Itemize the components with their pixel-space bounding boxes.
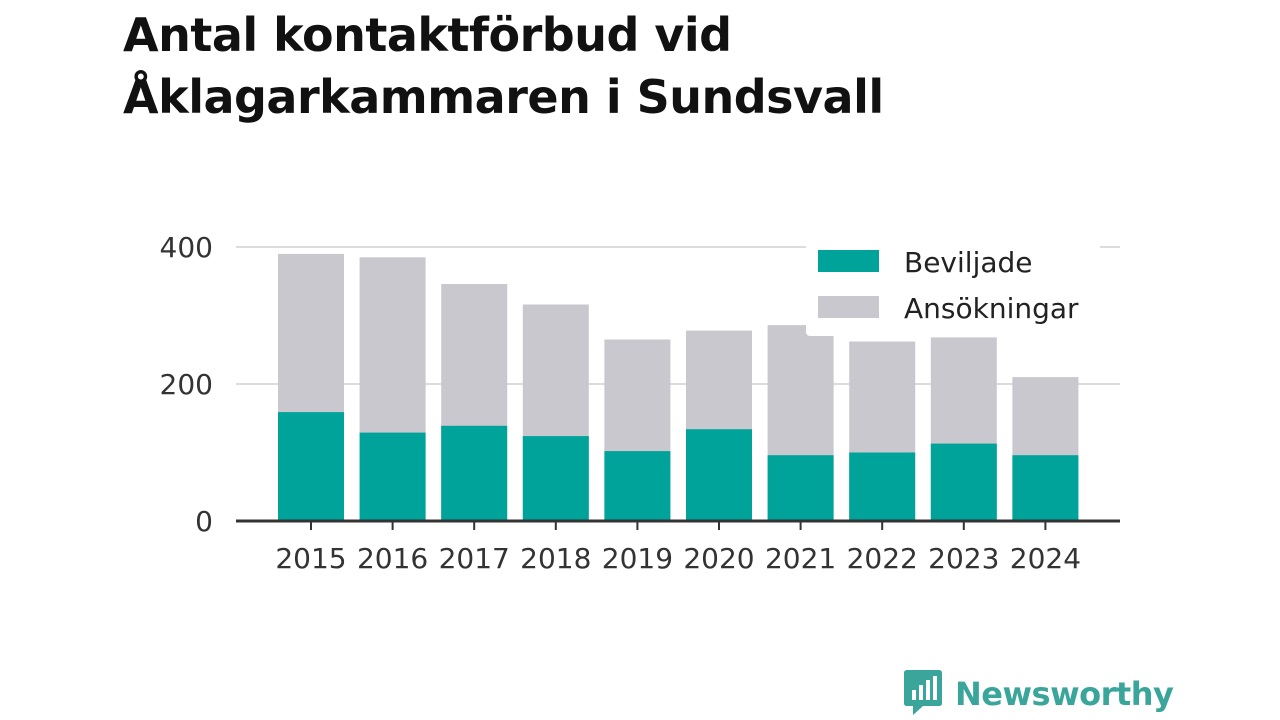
bar-beviljade-2015 <box>278 412 344 521</box>
legend-label: Ansökningar <box>904 292 1079 325</box>
x-tick-label: 2024 <box>1010 542 1081 575</box>
bar-beviljade-2016 <box>359 432 426 521</box>
x-tick-label: 2016 <box>357 542 428 575</box>
legend-swatch <box>818 296 879 318</box>
bar-beviljade-2017 <box>441 425 508 521</box>
chart-title: Antal kontaktförbud vid Åklagarkammaren … <box>123 8 884 124</box>
y-tick-label: 0 <box>195 505 213 538</box>
legend-background <box>806 238 1100 336</box>
bar-beviljade-2019 <box>604 451 671 521</box>
bar-beviljade-2022 <box>849 452 916 521</box>
y-tick-label: 200 <box>160 368 213 401</box>
x-tick-label: 2018 <box>520 542 591 575</box>
bars <box>278 253 1079 521</box>
x-tick-label: 2023 <box>928 542 999 575</box>
legend: Beviljade Ansökningar <box>806 238 1100 336</box>
x-tick-label: 2015 <box>275 542 346 575</box>
brand-name: Newsworthy <box>955 675 1174 713</box>
bar-beviljade-2020 <box>686 429 752 521</box>
x-axis: 2015 2016 2017 2018 2019 2020 2021 2022 2023 2024 <box>236 519 1120 575</box>
bar-beviljade-2024 <box>1012 455 1079 521</box>
legend-label: Beviljade <box>904 246 1033 279</box>
y-axis-tick-labels: 0 200 400 <box>160 231 213 538</box>
x-tick-label: 2019 <box>602 542 673 575</box>
bar-beviljade-2021 <box>767 455 834 521</box>
x-tick-label: 2017 <box>439 542 510 575</box>
y-tick-label: 400 <box>160 231 213 264</box>
legend-swatch <box>818 250 879 272</box>
brand-logo: Newsworthy <box>903 668 1174 720</box>
x-tick-label: 2021 <box>765 542 836 575</box>
bar-beviljade-2023 <box>930 443 997 521</box>
x-tick-label: 2022 <box>847 542 918 575</box>
newsworthy-logo-icon <box>903 668 943 720</box>
x-tick-label: 2020 <box>683 542 754 575</box>
bar-beviljade-2018 <box>522 436 589 521</box>
